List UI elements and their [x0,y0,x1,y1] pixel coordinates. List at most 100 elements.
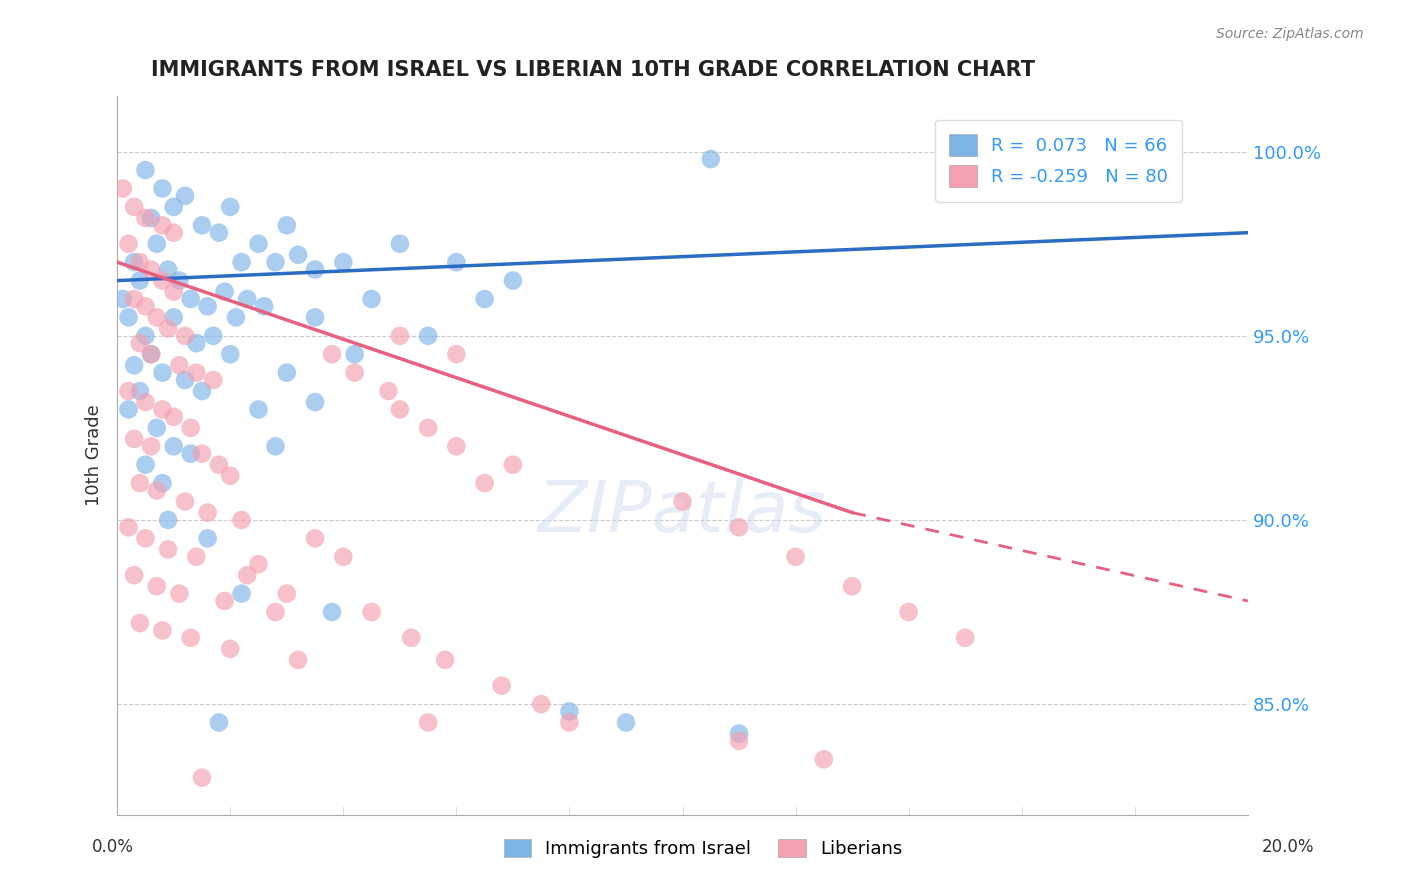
Point [558,705,581,719]
Point [491,679,513,693]
Point [122,358,145,372]
Point [219,641,242,656]
Point [134,163,156,178]
Point [399,631,422,645]
Point [388,402,411,417]
Point [186,336,208,351]
Point [169,274,191,288]
Text: ZIPatlas: ZIPatlas [538,478,827,548]
Point [446,439,468,453]
Point [122,292,145,306]
Point [186,366,208,380]
Point [377,384,399,398]
Point [174,373,197,387]
Point [180,292,202,306]
Point [145,421,167,435]
Point [247,236,270,251]
Point [360,292,382,306]
Point [117,520,139,534]
Point [332,255,354,269]
Point [287,248,309,262]
Point [614,715,637,730]
Point [208,715,231,730]
Point [174,328,197,343]
Point [163,310,186,325]
Point [416,421,439,435]
Point [180,447,202,461]
Legend: Immigrants from Israel, Liberians: Immigrants from Israel, Liberians [496,831,910,865]
Point [152,624,174,638]
Point [145,310,167,325]
Point [152,274,174,288]
Point [728,726,751,740]
Point [128,336,150,351]
Point [191,447,214,461]
Legend: R =  0.073   N = 66, R = -0.259   N = 80: R = 0.073 N = 66, R = -0.259 N = 80 [935,120,1182,202]
Point [897,605,920,619]
Point [157,513,180,527]
Point [163,200,186,214]
Point [157,262,180,277]
Point [813,752,835,766]
Point [502,458,524,472]
Point [304,395,326,409]
Point [169,358,191,372]
Point [264,255,287,269]
Point [202,373,225,387]
Point [163,226,186,240]
Point [157,542,180,557]
Point [152,476,174,491]
Point [152,366,174,380]
Point [321,605,343,619]
Point [474,476,496,491]
Point [219,347,242,361]
Point [163,285,186,299]
Point [785,549,807,564]
Point [134,328,156,343]
Point [122,432,145,446]
Point [219,468,242,483]
Point [728,734,751,748]
Point [208,458,231,472]
Point [139,262,162,277]
Point [416,715,439,730]
Point [287,653,309,667]
Point [145,483,167,498]
Point [152,219,174,233]
Point [558,715,581,730]
Point [134,211,156,225]
Point [416,328,439,343]
Point [134,532,156,546]
Point [139,347,162,361]
Point [202,328,225,343]
Text: Source: ZipAtlas.com: Source: ZipAtlas.com [1216,27,1364,41]
Point [180,421,202,435]
Point [247,402,270,417]
Point [253,299,276,313]
Point [247,557,270,571]
Point [197,506,219,520]
Point [530,697,553,711]
Point [157,321,180,335]
Point [231,255,253,269]
Point [117,402,139,417]
Point [197,532,219,546]
Point [122,255,145,269]
Point [332,549,354,564]
Point [163,409,186,424]
Point [446,255,468,269]
Point [264,605,287,619]
Point [111,181,134,195]
Text: 20.0%: 20.0% [1263,838,1315,855]
Point [841,579,863,593]
Point [117,236,139,251]
Point [145,579,167,593]
Point [139,211,162,225]
Point [264,439,287,453]
Point [191,219,214,233]
Point [304,262,326,277]
Point [134,458,156,472]
Point [236,292,259,306]
Point [128,255,150,269]
Point [139,439,162,453]
